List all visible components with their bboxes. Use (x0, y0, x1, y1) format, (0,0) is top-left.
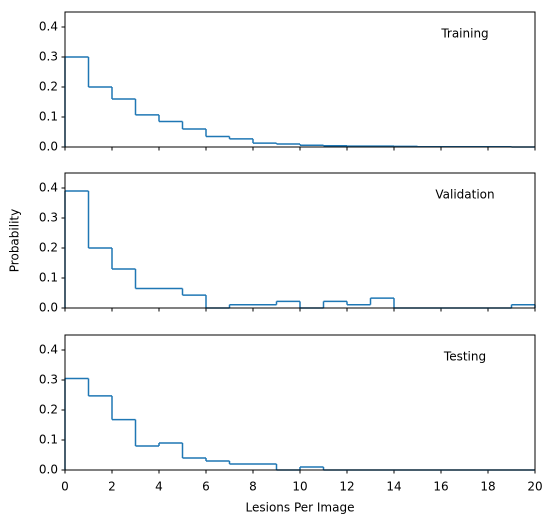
x-axis-label: Lesions Per Image (246, 501, 355, 515)
axes-frame (64, 11, 536, 148)
annotation: Validation (435, 188, 494, 202)
axes-frame (64, 334, 536, 471)
y-tick-label: 0.3 (39, 373, 58, 387)
annotation: Training (440, 27, 488, 41)
x-tick-label: 8 (249, 480, 257, 494)
y-tick-label: 0.2 (39, 241, 58, 255)
y-tick-label: 0.0 (39, 463, 58, 477)
x-tick-label: 0 (61, 480, 69, 494)
y-tick-label: 0.4 (39, 343, 58, 357)
x-tick-label: 14 (386, 480, 401, 494)
y-tick-label: 0.0 (39, 301, 58, 315)
x-tick-label: 10 (292, 480, 307, 494)
x-tick-label: 2 (108, 480, 116, 494)
x-tick-label: 6 (202, 480, 210, 494)
y-tick-label: 0.4 (39, 181, 58, 195)
axes-frame (64, 172, 536, 309)
y-tick-label: 0.4 (39, 20, 58, 34)
x-tick-label: 4 (155, 480, 163, 494)
y-tick-label: 0.1 (39, 271, 58, 285)
y-tick-label: 0.1 (39, 433, 58, 447)
y-tick-label: 0.2 (39, 80, 58, 94)
y-tick-label: 0.2 (39, 403, 58, 417)
y-tick-label: 0.3 (39, 50, 58, 64)
annotation: Testing (443, 350, 486, 364)
x-tick-label: 20 (527, 480, 542, 494)
y-axis-label: Probability (8, 209, 22, 272)
x-tick-label: 16 (433, 480, 448, 494)
y-tick-label: 0.1 (39, 110, 58, 124)
y-tick-label: 0.3 (39, 211, 58, 225)
y-tick-label: 0.0 (39, 140, 58, 154)
x-tick-label: 12 (339, 480, 354, 494)
x-tick-label: 18 (480, 480, 495, 494)
